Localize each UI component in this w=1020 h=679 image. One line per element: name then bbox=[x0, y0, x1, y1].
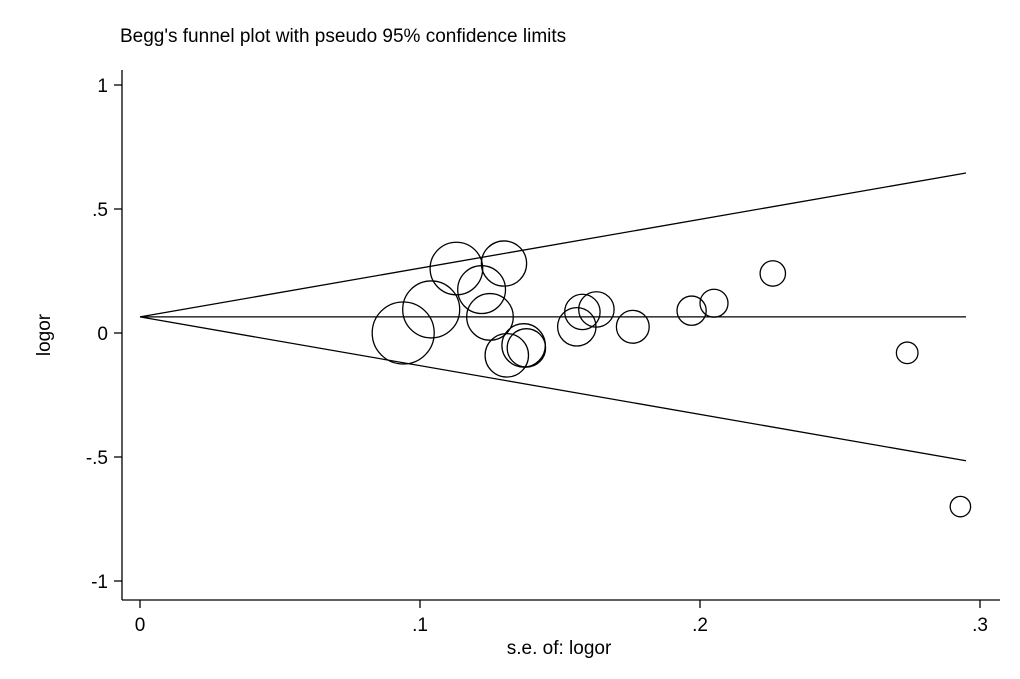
study-point bbox=[564, 293, 601, 331]
study-point bbox=[676, 295, 707, 326]
y-axis-label: logor bbox=[34, 313, 55, 356]
study-point bbox=[466, 292, 514, 341]
study-point bbox=[506, 328, 547, 368]
x-tick-label: .3 bbox=[972, 615, 988, 636]
study-point bbox=[895, 341, 919, 365]
y-ticks: 1 .5 0 -.5 -1 bbox=[86, 76, 122, 593]
lower-confidence-limit-line bbox=[139, 316, 967, 462]
x-axis-label: s.e. of: logor bbox=[507, 638, 612, 659]
study-point bbox=[480, 240, 528, 287]
y-tick-label: -1 bbox=[91, 572, 108, 593]
axes bbox=[121, 70, 1000, 601]
y-tick-label: 1 bbox=[97, 76, 108, 97]
study-point bbox=[501, 323, 546, 368]
y-tick-label: 0 bbox=[97, 324, 108, 345]
x-tick-label: .2 bbox=[692, 615, 708, 636]
study-point bbox=[615, 309, 650, 344]
study-point bbox=[578, 291, 615, 328]
y-tick-label: .5 bbox=[92, 200, 108, 221]
study-points bbox=[371, 240, 972, 518]
y-tick-label: -.5 bbox=[86, 448, 108, 469]
study-point bbox=[402, 280, 461, 339]
x-ticks: 0 .1 .2 .3 bbox=[135, 600, 988, 636]
x-tick-label: .1 bbox=[412, 615, 428, 636]
study-point bbox=[556, 306, 597, 347]
study-point bbox=[457, 265, 507, 315]
x-tick-label: 0 bbox=[135, 615, 146, 636]
confidence-limit-lines bbox=[139, 172, 967, 462]
study-point bbox=[484, 332, 530, 378]
upper-confidence-limit-line bbox=[139, 172, 967, 318]
study-point bbox=[759, 260, 787, 287]
study-point bbox=[429, 241, 484, 296]
study-point bbox=[949, 495, 972, 518]
chart-title: Begg's funnel plot with pseudo 95% confi… bbox=[120, 26, 567, 47]
study-point bbox=[699, 288, 729, 318]
